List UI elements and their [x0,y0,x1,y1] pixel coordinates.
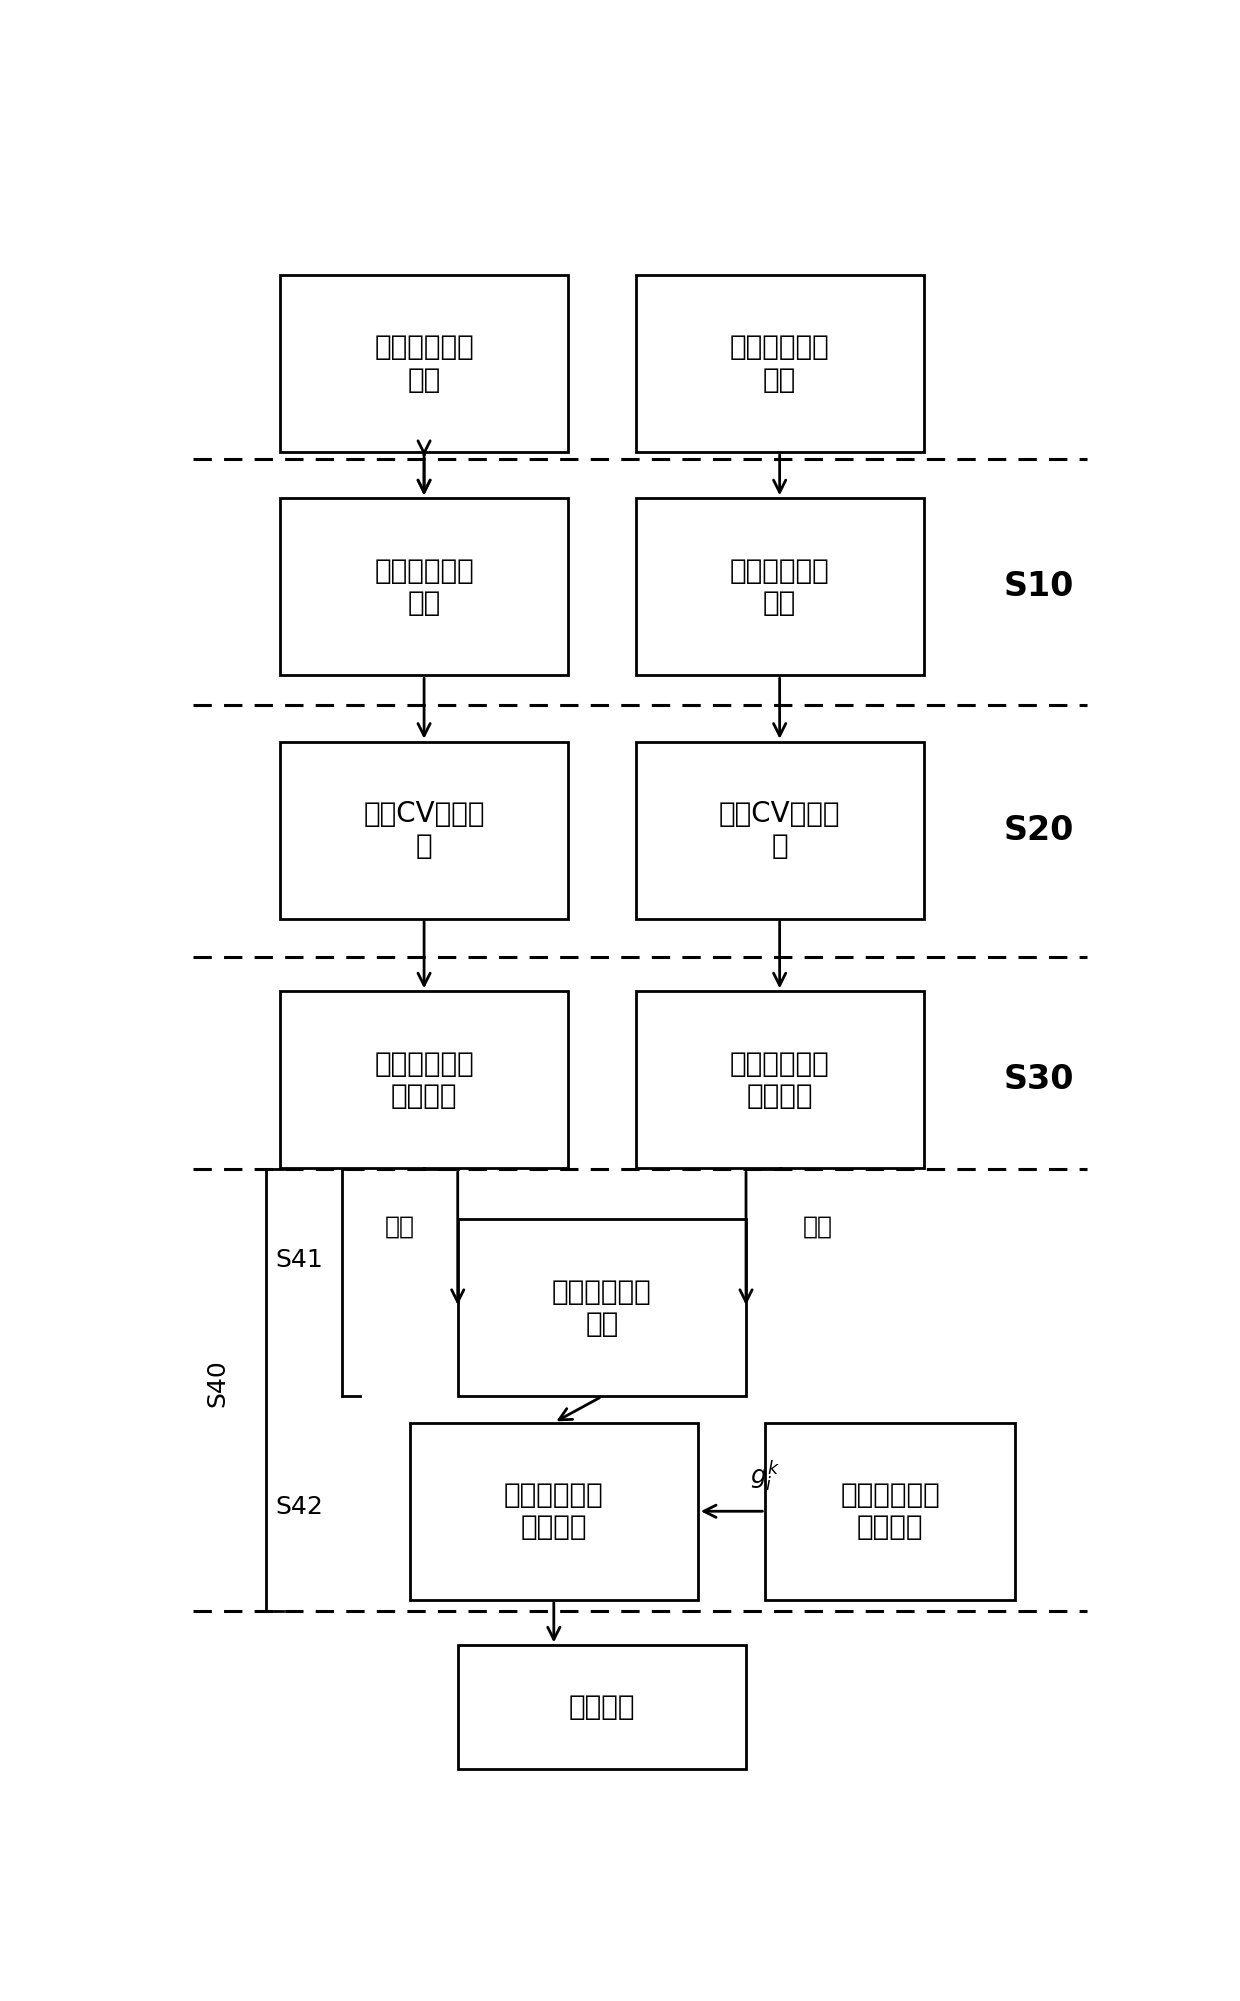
FancyBboxPatch shape [280,498,568,676]
Text: 改进CV模型分
割: 改进CV模型分 割 [363,800,485,860]
Text: S10: S10 [1004,570,1074,602]
Text: 训练细胞图像
样本: 训练细胞图像 样本 [374,556,474,616]
Text: 模糊积分多分
类器融合: 模糊积分多分 类器融合 [503,1481,604,1541]
Text: S41: S41 [275,1249,324,1273]
Text: S30: S30 [1004,1063,1074,1097]
Text: 训练细胞图像
样本: 训练细胞图像 样本 [374,334,474,394]
FancyBboxPatch shape [409,1423,698,1601]
Text: 测试: 测试 [804,1215,833,1239]
Text: 细胞图像的预
处理: 细胞图像的预 处理 [730,556,830,616]
Text: 改进CV模型分
割: 改进CV模型分 割 [719,800,841,860]
FancyBboxPatch shape [458,1219,746,1397]
FancyBboxPatch shape [635,274,924,452]
FancyBboxPatch shape [635,498,924,676]
Text: $g_i^k$: $g_i^k$ [750,1459,780,1493]
FancyBboxPatch shape [280,742,568,918]
Text: S40: S40 [206,1359,229,1407]
Text: 测试细胞图像
样本: 测试细胞图像 样本 [730,334,830,394]
FancyBboxPatch shape [635,990,924,1169]
FancyBboxPatch shape [765,1423,1016,1601]
Text: 训练: 训练 [386,1215,415,1239]
FancyBboxPatch shape [458,1645,746,1769]
Text: 特征提取遗传
算法降维: 特征提取遗传 算法降维 [374,1051,474,1111]
Text: 三个单分类器
设计: 三个单分类器 设计 [552,1279,652,1339]
Text: 特征提取遗传
算法降维: 特征提取遗传 算法降维 [730,1051,830,1111]
Text: 识别结果: 识别结果 [569,1693,635,1721]
FancyBboxPatch shape [280,274,568,452]
FancyBboxPatch shape [635,742,924,918]
FancyBboxPatch shape [280,990,568,1169]
Text: 捕食模型优化
模糊测度: 捕食模型优化 模糊测度 [841,1481,940,1541]
Text: S42: S42 [275,1495,324,1519]
Text: S20: S20 [1004,814,1074,846]
